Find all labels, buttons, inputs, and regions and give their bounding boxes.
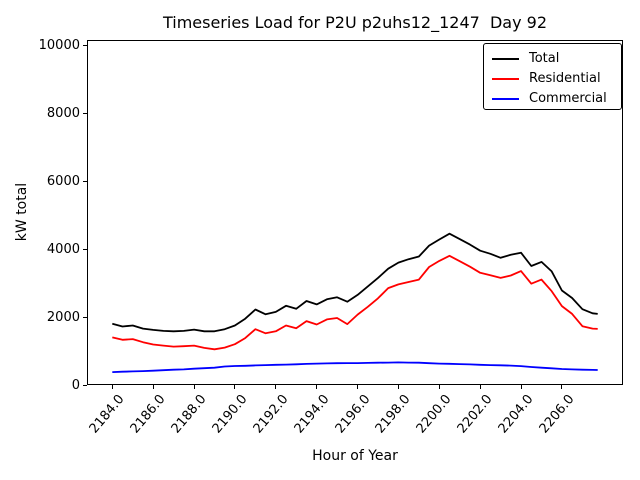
legend-label: Total xyxy=(529,51,560,66)
legend-line-sample xyxy=(492,98,519,100)
legend-item-commercial: Commercial xyxy=(492,89,613,109)
y-tick-mark xyxy=(83,248,87,250)
x-tick-mark xyxy=(561,385,563,389)
x-tick-label: 2204.0 xyxy=(495,392,537,437)
legend-line-sample xyxy=(492,58,519,60)
y-tick-label: 2000 xyxy=(46,309,80,325)
y-tick-mark xyxy=(83,316,87,318)
legend-label: Residential xyxy=(529,71,601,86)
x-tick-mark xyxy=(152,385,154,389)
x-tick-label: 2196.0 xyxy=(332,392,374,437)
series-line-commercial xyxy=(112,361,598,373)
legend-item-residential: Residential xyxy=(492,69,613,89)
legend: Total Residential Commercial xyxy=(483,43,622,110)
x-tick-label: 2184.0 xyxy=(87,392,128,437)
x-tick-mark xyxy=(520,385,522,389)
x-tick-label: 2206.0 xyxy=(536,392,578,437)
x-tick-mark xyxy=(234,385,236,389)
legend-label: Commercial xyxy=(529,91,607,106)
x-tick-label: 2188.0 xyxy=(168,392,210,437)
chart-title: Timeseries Load for P2U p2uhs12_1247 Day… xyxy=(162,13,548,32)
x-tick-label: 2192.0 xyxy=(250,392,292,437)
y-tick-label: 4000 xyxy=(46,241,80,257)
y-tick-mark xyxy=(83,384,87,386)
plot-svg xyxy=(112,232,598,373)
x-tick-mark xyxy=(316,385,318,389)
y-tick-mark xyxy=(83,180,87,182)
x-tick-label: 2186.0 xyxy=(127,392,169,437)
series-line-residential xyxy=(112,254,598,351)
x-axis-label: Hour of Year xyxy=(312,448,398,464)
y-tick-label: 10000 xyxy=(38,37,80,53)
x-tick-mark xyxy=(438,385,440,389)
x-tick-label: 2190.0 xyxy=(209,392,251,437)
y-tick-label: 6000 xyxy=(46,173,80,189)
x-tick-mark xyxy=(193,385,195,389)
x-tick-label: 2198.0 xyxy=(373,392,414,437)
y-tick-label: 0 xyxy=(71,377,80,393)
x-tick-mark xyxy=(111,385,113,389)
x-tick-label: 2194.0 xyxy=(291,392,333,437)
x-tick-mark xyxy=(275,385,277,389)
x-tick-label: 2202.0 xyxy=(454,392,496,437)
x-tick-label: 2200.0 xyxy=(414,392,455,437)
y-tick-label: 8000 xyxy=(46,105,80,121)
y-axis-label: kW total xyxy=(14,182,30,242)
x-tick-mark xyxy=(479,385,481,389)
series-line-total xyxy=(112,232,598,333)
x-tick-mark xyxy=(397,385,399,389)
x-tick-mark xyxy=(357,385,359,389)
y-tick-mark xyxy=(83,112,87,114)
y-tick-mark xyxy=(83,44,87,46)
legend-item-total: Total xyxy=(492,49,613,69)
legend-line-sample xyxy=(492,78,519,80)
